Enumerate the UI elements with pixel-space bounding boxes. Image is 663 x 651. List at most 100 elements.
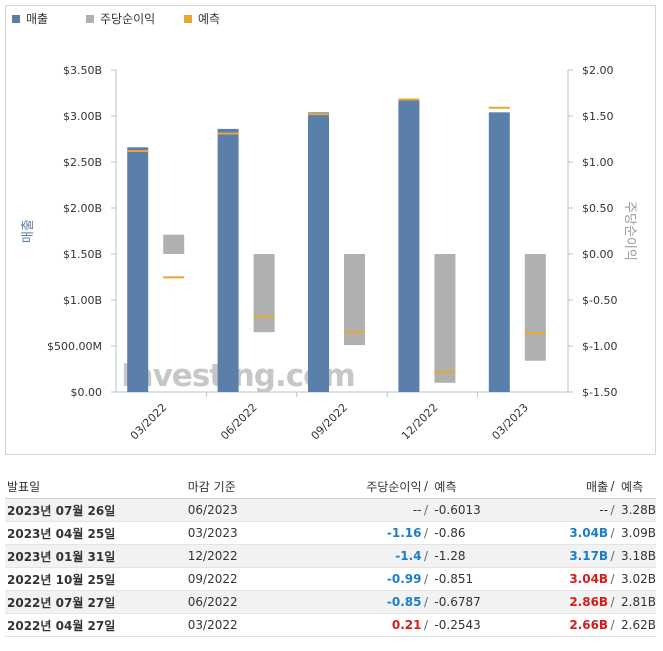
cell-date: 2022년 07월 27일: [5, 590, 188, 614]
cell-revenue: 3.04B: [521, 521, 609, 545]
revenue-bar: [127, 147, 149, 392]
cell-eps-forecast: -1.28: [430, 544, 522, 568]
header-eps-forecast[interactable]: 예측: [430, 474, 522, 499]
cell-slash: /: [421, 613, 431, 637]
left-tick-label: $0.00: [71, 386, 103, 399]
right-tick-label: $1.00: [582, 156, 614, 169]
cell-eps-forecast: -0.851: [430, 567, 522, 591]
legend-swatch: [12, 15, 20, 23]
cell-period: 09/2022: [187, 567, 337, 591]
right-tick-label: $0.50: [582, 202, 614, 215]
header-slash-2: /: [608, 474, 618, 499]
table-row: 2023년 01월 31일 12/2022 -1.4/-1.28 3.17B/3.18…: [5, 544, 656, 568]
cell-revenue-forecast: 2.81B: [617, 590, 656, 614]
cell-revenue: 2.66B: [521, 613, 609, 637]
cell-revenue-forecast: 3.02B: [617, 567, 656, 591]
cell-revenue: --: [521, 498, 609, 522]
cell-period: 06/2022: [187, 590, 337, 614]
cell-eps: -1.4: [336, 544, 422, 568]
cell-eps-forecast: -0.2543: [430, 613, 522, 637]
cell-eps-forecast: -0.6787: [430, 590, 522, 614]
cell-slash: /: [608, 613, 618, 637]
eps-bar: [524, 254, 546, 361]
cell-period: 12/2022: [187, 544, 337, 568]
right-tick-label: $2.00: [582, 64, 614, 77]
cell-slash: /: [608, 521, 618, 545]
cell-slash: /: [421, 567, 431, 591]
table-row: 2022년 10월 25일 09/2022 -0.99/-0.851 3.04B/3.…: [5, 567, 656, 591]
revenue-bar: [217, 128, 239, 392]
eps-bar: [253, 254, 275, 333]
left-tick-label: $2.00B: [63, 202, 102, 215]
cell-eps: --: [336, 498, 422, 522]
cell-slash: /: [421, 544, 431, 568]
header-date[interactable]: 발표일: [5, 474, 188, 499]
revenue-bar: [488, 112, 510, 392]
eps-bar: [163, 234, 185, 254]
legend-label: 매출: [26, 12, 48, 26]
table-row: 2023년 04월 25일 03/2023 -1.16/-0.86 3.04B/3.0…: [5, 521, 656, 545]
table-body: 2023년 07월 26일 06/2023 -- / -0.6013 --/3.28B 20…: [5, 498, 656, 637]
table-row: 2022년 07월 27일 06/2022 -0.85/-0.6787 2.86B/2…: [5, 590, 656, 614]
cell-date: 2022년 10월 25일: [5, 567, 188, 591]
right-tick-label: $0.00: [582, 248, 614, 261]
x-tick-label: 12/2022: [399, 401, 441, 443]
table-row: 2023년 07월 26일 06/2023 -- / -0.6013 --/3.28B: [5, 498, 656, 522]
cell-eps-forecast: -0.86: [430, 521, 522, 545]
left-tick-label: $1.00B: [63, 294, 102, 307]
right-tick-label: $1.50: [582, 110, 614, 123]
earnings-chart: 매출주당순이익예측Investing.com$0.00$500.00M$1.00…: [12, 12, 637, 443]
cell-slash: /: [421, 498, 431, 522]
legend-swatch: [184, 15, 192, 23]
header-revenue-forecast[interactable]: 예측: [617, 474, 656, 499]
cell-eps: -0.99: [336, 567, 422, 591]
cell-eps: 0.21: [336, 613, 422, 637]
cell-revenue: 3.17B: [521, 544, 609, 568]
cell-slash: /: [421, 521, 431, 545]
x-tick-label: 03/2023: [489, 401, 531, 443]
earnings-table: 발표일 마감 기준 주당순이익 / 예측 매출 / 예측 2023년 07월 2…: [5, 474, 656, 637]
cell-period: 03/2023: [187, 521, 337, 545]
legend-label: 예측: [198, 12, 220, 26]
cell-revenue-forecast: 3.09B: [617, 521, 656, 545]
cell-slash: /: [608, 544, 618, 568]
cell-slash: /: [608, 498, 618, 522]
table-row: 2022년 04월 27일 03/2022 0.21/-0.2543 2.66B/2.…: [5, 613, 656, 637]
x-tick-label: 06/2022: [218, 401, 260, 443]
right-tick-label: $-0.50: [582, 294, 617, 307]
cell-date: 2023년 04월 25일: [5, 521, 188, 545]
cell-revenue-forecast: 3.28B: [617, 498, 656, 522]
left-tick-label: $500.00M: [47, 340, 102, 353]
right-axis-title: 주당순이익: [622, 201, 637, 261]
header-period[interactable]: 마감 기준: [187, 474, 337, 499]
cell-date: 2023년 01월 31일: [5, 544, 188, 568]
cell-date: 2022년 04월 27일: [5, 613, 188, 637]
legend-swatch: [86, 15, 94, 23]
right-tick-label: $-1.00: [582, 340, 617, 353]
cell-period: 06/2023: [187, 498, 337, 522]
legend-label: 주당순이익: [100, 12, 155, 26]
left-tick-label: $2.50B: [63, 156, 102, 169]
cell-period: 03/2022: [187, 613, 337, 637]
eps-bar: [434, 254, 456, 383]
revenue-bar: [398, 100, 420, 393]
cell-slash: /: [421, 590, 431, 614]
cell-slash: /: [608, 590, 618, 614]
cell-revenue: 3.04B: [521, 567, 609, 591]
cell-revenue-forecast: 3.18B: [617, 544, 656, 568]
cell-eps: -0.85: [336, 590, 422, 614]
x-tick-label: 03/2022: [128, 401, 170, 443]
header-eps[interactable]: 주당순이익: [336, 474, 422, 499]
header-revenue[interactable]: 매출: [521, 474, 609, 499]
x-tick-label: 09/2022: [309, 401, 351, 443]
cell-revenue: 2.86B: [521, 590, 609, 614]
right-tick-label: $-1.50: [582, 386, 617, 399]
left-tick-label: $3.00B: [63, 110, 102, 123]
cell-eps: -1.16: [336, 521, 422, 545]
cell-eps-forecast: -0.6013: [430, 498, 522, 522]
cell-date: 2023년 07월 26일: [5, 498, 188, 522]
header-slash: /: [421, 474, 431, 499]
left-axis-title: 매출: [21, 219, 36, 243]
left-tick-label: $3.50B: [63, 64, 102, 77]
table-header-row: 발표일 마감 기준 주당순이익 / 예측 매출 / 예측: [5, 474, 656, 499]
